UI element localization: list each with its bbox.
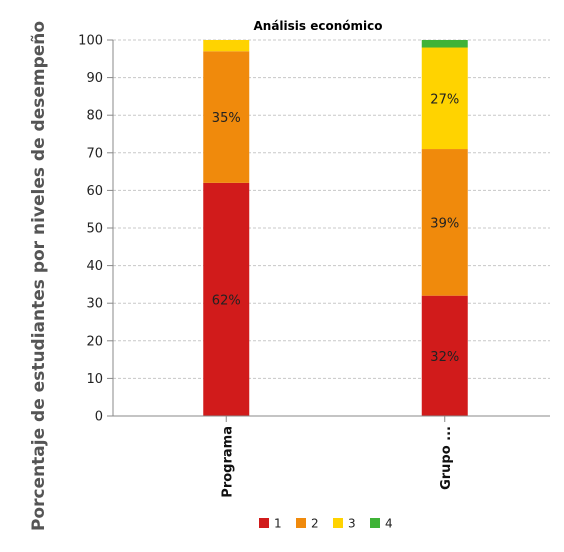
bar-segment-level-4 (421, 40, 468, 48)
grid-lines (113, 39, 550, 379)
bars (203, 40, 468, 416)
x-axis (112, 40, 550, 422)
bar-segment-level-2 (203, 51, 250, 183)
bar-segment-level-3 (203, 40, 250, 52)
legend-label: 1 (274, 517, 282, 531)
category-labels: Programa Grupo ... (220, 426, 454, 498)
y-axis-label: Porcentaje de estudiantes por niveles de… (29, 21, 49, 531)
data-labels: 62% 35% 32% 39% 27% (212, 92, 459, 365)
y-tick-label: 40 (86, 259, 103, 274)
chart-title: Análisis económico (254, 19, 383, 33)
data-label: 62% (212, 293, 241, 308)
data-label: 35% (212, 111, 241, 126)
data-label: 27% (430, 92, 459, 107)
y-axis-ticks: 0 10 20 30 40 50 60 70 80 90 100 (78, 34, 113, 425)
y-tick-label: 100 (78, 34, 103, 49)
legend-swatch-2 (296, 518, 306, 528)
y-tick-label: 10 (86, 372, 103, 387)
data-label: 39% (430, 216, 459, 231)
category-label: Programa (220, 426, 235, 498)
y-tick-label: 50 (86, 222, 103, 237)
legend-swatch-1 (259, 518, 269, 528)
legend-swatch-4 (370, 518, 380, 528)
legend-swatch-3 (333, 518, 343, 528)
category-label: Grupo ... (439, 426, 454, 490)
y-tick-label: 20 (86, 334, 103, 349)
bar-segment-level-1 (203, 182, 250, 416)
y-tick-label: 0 (95, 410, 103, 425)
legend-label: 3 (348, 517, 356, 531)
legend: 1 2 3 4 (259, 517, 393, 531)
y-tick-label: 70 (86, 146, 103, 161)
y-tick-label: 90 (86, 71, 103, 86)
legend-label: 4 (385, 517, 393, 531)
bar-segment-level-3 (421, 47, 468, 150)
y-tick-label: 60 (86, 184, 103, 199)
y-tick-label: 80 (86, 109, 103, 124)
data-label: 32% (430, 350, 459, 365)
bar-segment-level-2 (421, 149, 468, 296)
y-tick-label: 30 (86, 297, 103, 312)
bar-segment-level-1 (421, 295, 468, 416)
legend-label: 2 (311, 517, 319, 531)
